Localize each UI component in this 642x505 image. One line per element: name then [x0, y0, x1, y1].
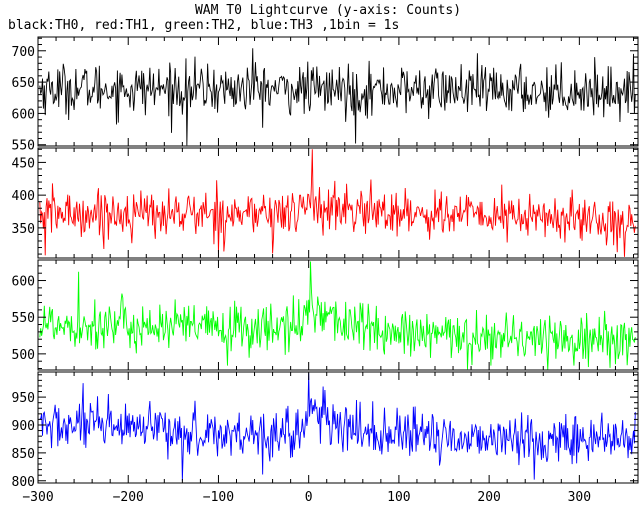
y-tick-label: 400 [12, 189, 35, 204]
x-axis: −300 −200 −100 0 100 200 300 [22, 490, 591, 505]
chart-panels: 550 600 650 700 350 400 450 500 550 600 800 850 900 9… [12, 36, 639, 490]
panel-th3: 800 850 900 950 [12, 371, 639, 490]
y-tick-label: 950 [12, 391, 35, 406]
panel-th0: 550 600 650 700 [12, 36, 639, 154]
y-tick-label: 550 [12, 139, 35, 154]
series-line-th2 [39, 261, 636, 370]
x-tick-label: 100 [387, 490, 410, 505]
y-tick-label: 500 [12, 348, 35, 363]
series-line-th1 [39, 149, 636, 257]
y-tick-label: 700 [12, 45, 35, 60]
x-tick-label: 200 [477, 490, 500, 505]
y-tick-label: 600 [12, 275, 35, 290]
y-tick-label: 800 [12, 475, 35, 490]
panel-frame [37, 36, 639, 147]
x-tick-label: 300 [568, 490, 591, 505]
panel-th2: 500 550 600 [12, 259, 639, 371]
chart-subtitle: black:TH0, red:TH1, green:TH2, blue:TH3 … [8, 18, 399, 33]
panel-frame [37, 371, 639, 484]
x-tick-label: −200 [113, 490, 144, 505]
x-tick-label: 0 [305, 490, 313, 505]
y-tick-label: 900 [12, 419, 35, 434]
series-line-th3 [39, 373, 636, 481]
series-line-th0 [39, 48, 636, 146]
y-tick-label: 850 [12, 447, 35, 462]
panel-frame [37, 259, 639, 371]
panel-frame [37, 147, 639, 259]
y-tick-label: 600 [12, 107, 35, 122]
x-tick-label: −100 [203, 490, 234, 505]
y-tick-label: 650 [12, 76, 35, 91]
y-tick-label: 550 [12, 311, 35, 326]
panel-th1: 350 400 450 [12, 147, 639, 259]
chart-title: WAM T0 Lightcurve (y-axis: Counts) [195, 3, 461, 18]
y-tick-label: 350 [12, 222, 35, 237]
y-tick-label: 450 [12, 156, 35, 171]
x-tick-label: −300 [22, 490, 53, 505]
